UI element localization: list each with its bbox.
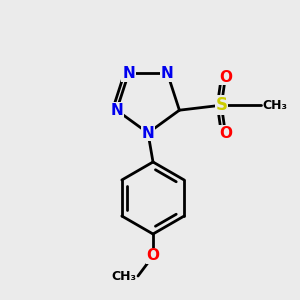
Text: O: O (219, 126, 232, 141)
Text: S: S (215, 96, 227, 114)
Text: CH₃: CH₃ (111, 269, 136, 283)
Text: N: N (161, 66, 174, 81)
Text: N: N (142, 125, 154, 140)
Text: O: O (219, 70, 232, 85)
Text: CH₃: CH₃ (262, 99, 287, 112)
Text: O: O (146, 248, 160, 263)
Text: N: N (122, 66, 135, 81)
Text: N: N (110, 103, 123, 118)
